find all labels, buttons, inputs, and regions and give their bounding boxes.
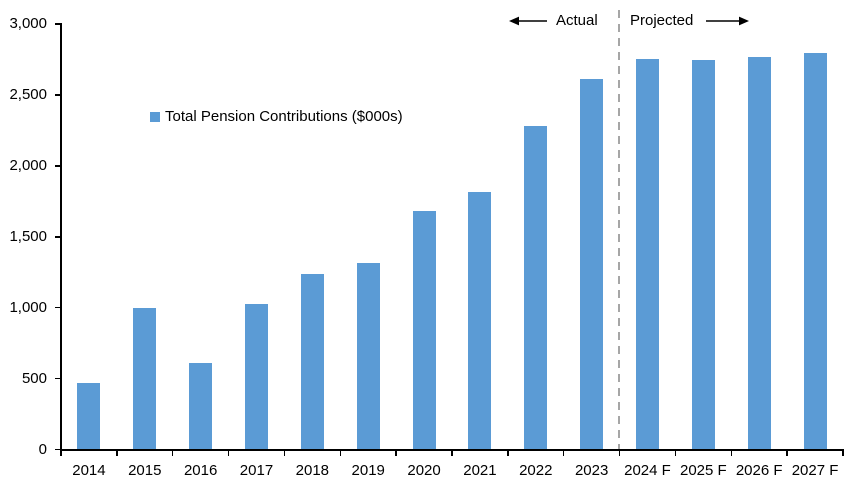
x-tick-mark [171,450,174,456]
y-tick-label: 0 [38,440,47,458]
y-tick-label: 2,500 [9,85,47,103]
x-tick-label: 2021 [463,462,497,479]
bar-2015 [133,308,157,450]
bar-2016 [189,362,213,450]
x-tick-label: 2014 [72,462,106,479]
y-tick-mark [55,448,61,451]
x-tick-mark [227,450,230,456]
x-tick-label: 2018 [295,462,330,479]
x-tick-label: 2022 [519,462,553,479]
y-tick-label: 2,000 [9,156,47,174]
actual-projected-divider [618,10,621,450]
x-tick-mark [283,450,286,456]
legend-marker-icon [150,112,160,122]
y-tick-label: 3,000 [9,15,47,32]
y-tick-mark [55,23,61,25]
bar-2021 [468,192,492,450]
x-tick-label: 2020 [407,462,441,479]
bar-2020 [412,211,436,450]
x-tick-mark [395,450,397,456]
x-tick-mark [674,450,677,456]
x-tick-label: 2015 [128,462,162,479]
x-tick-mark [730,450,733,456]
x-tick-mark [618,450,621,456]
x-tick-label: 2025 F [679,462,727,479]
projected-right-arrow-icon [706,16,749,26]
y-tick-label: 1,500 [9,227,47,245]
x-tick-mark [451,450,453,456]
bar-2026-f [747,56,771,450]
bar-2022 [524,126,548,450]
bar-2014 [77,382,101,450]
bar-2025-f [691,60,715,450]
x-tick-mark [116,450,118,456]
y-tick-label: 500 [21,369,47,387]
projected-label: Projected [630,12,694,29]
bar-2023 [580,79,604,450]
bar-2027-f [803,53,827,450]
x-tick-label: 2019 [351,462,385,479]
actual-label: Actual [556,12,598,29]
y-tick-mark [55,377,61,380]
x-tick-label: 2027 F [791,462,839,479]
actual-left-arrow-icon [509,16,547,26]
x-tick-label: 2023 [574,462,609,479]
bar-2017 [245,304,268,450]
bar-2019 [356,262,380,450]
x-tick-mark [60,450,62,456]
x-tick-label: 2024 F [624,462,671,479]
x-tick-label: 2016 [183,462,218,479]
legend: Total Pension Contributions ($000s) [150,109,403,125]
x-axis-line [60,448,844,451]
x-tick-mark [339,450,342,456]
x-tick-label: 2026 F [735,462,783,479]
x-tick-mark [786,450,788,456]
bar-2018 [300,273,324,450]
y-tick-label: 1,000 [9,298,47,316]
legend-label: Total Pension Contributions ($000s) [165,108,403,125]
y-tick-mark [55,306,61,309]
y-tick-mark [55,165,61,167]
bar-2024-f [636,58,659,450]
x-tick-mark [562,450,565,456]
x-tick-mark [507,450,509,456]
x-tick-label: 2017 [239,462,274,479]
y-tick-mark [55,94,61,96]
x-tick-mark [842,450,844,456]
y-tick-mark [55,236,61,238]
